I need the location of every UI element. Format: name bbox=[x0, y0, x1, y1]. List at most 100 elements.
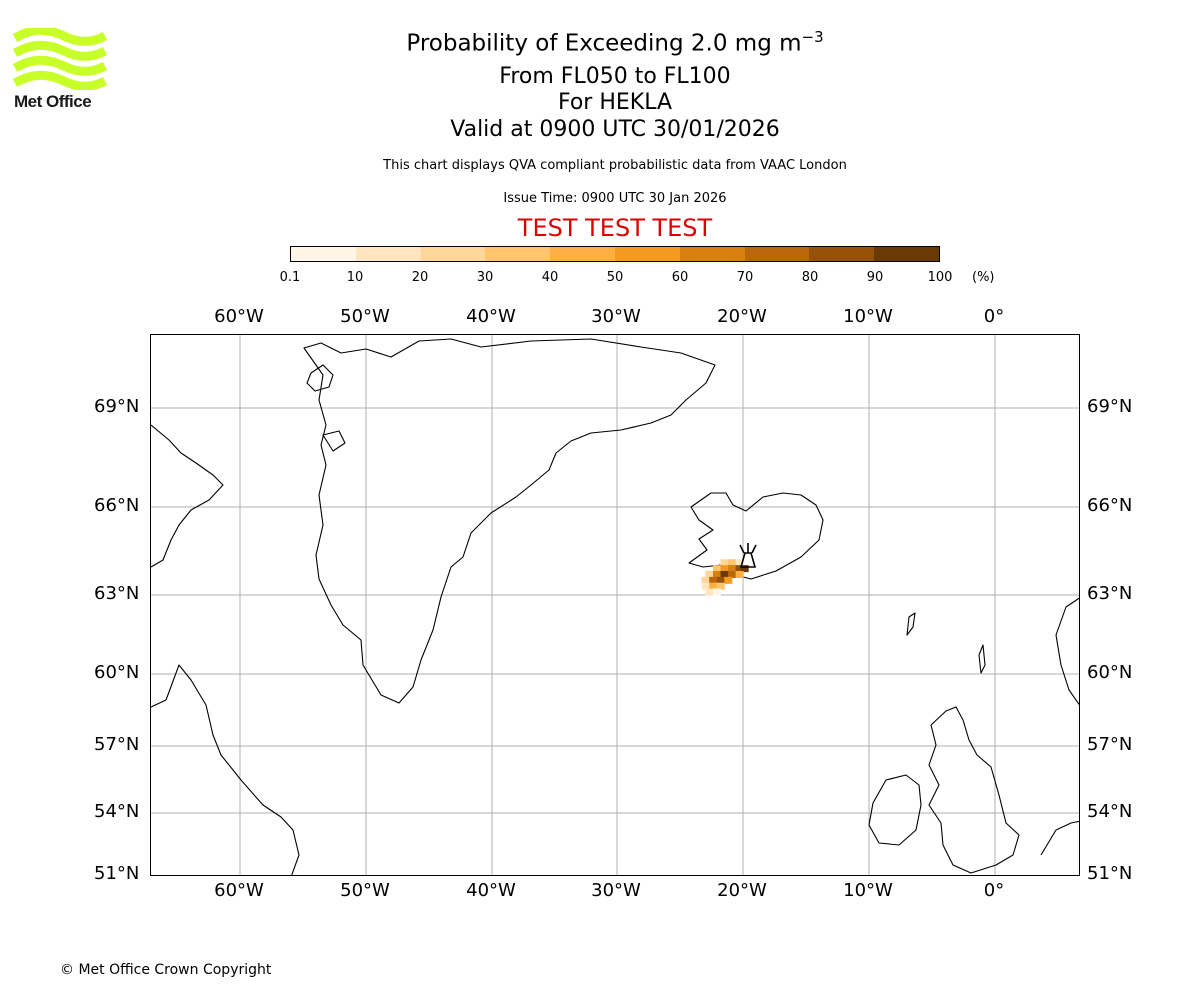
gridlines bbox=[151, 335, 1079, 875]
colorbar-segment bbox=[679, 247, 745, 261]
plume-cell bbox=[735, 565, 744, 573]
latitude-label: 54°N bbox=[94, 801, 140, 822]
plume-cell bbox=[720, 559, 729, 567]
colorbar-tick-label: 100 bbox=[927, 270, 953, 285]
longitude-label: 30°W bbox=[591, 880, 641, 901]
coast-greenland bbox=[303, 338, 716, 704]
longitude-label: 40°W bbox=[466, 880, 516, 901]
colorbar-tick-label: 0.1 bbox=[279, 270, 301, 285]
coast-shetland bbox=[978, 644, 986, 674]
coastlines bbox=[151, 338, 1079, 875]
issue-time: Issue Time: 0900 UTC 30 Jan 2026 bbox=[503, 191, 727, 206]
longitude-label: 10°W bbox=[843, 880, 893, 901]
latitude-label: 63°N bbox=[94, 583, 140, 604]
longitude-label: 20°W bbox=[717, 880, 767, 901]
coast-europe bbox=[1040, 820, 1079, 856]
longitude-label: 30°W bbox=[591, 306, 641, 327]
plume-cell bbox=[716, 582, 725, 590]
colorbar-tick-label: 50 bbox=[606, 270, 624, 285]
coast-ireland bbox=[868, 774, 922, 846]
latitude-label: 63°N bbox=[1087, 583, 1133, 604]
latitude-label: 51°N bbox=[94, 863, 140, 884]
colorbar-tick-label: 40 bbox=[541, 270, 559, 285]
longitude-label: 50°W bbox=[340, 306, 390, 327]
plume-cell bbox=[712, 565, 721, 573]
flight-levels: From FL050 to FL100 bbox=[499, 64, 731, 89]
plume-cell bbox=[701, 582, 710, 590]
longitude-label: 0° bbox=[983, 880, 1005, 901]
coast-disko bbox=[322, 430, 346, 452]
coast-scotland bbox=[928, 706, 1020, 874]
colorbar-unit: (%) bbox=[972, 270, 995, 285]
plume-cell bbox=[720, 570, 729, 578]
test-banner: TEST TEST TEST bbox=[517, 214, 713, 242]
volcano-marker-icon bbox=[739, 543, 757, 568]
plume-cell bbox=[728, 565, 737, 573]
logo-waves-icon bbox=[12, 25, 108, 91]
colorbar-segment bbox=[355, 247, 421, 261]
plume-cell bbox=[724, 576, 733, 584]
longitude-label: 60°W bbox=[214, 880, 264, 901]
chart-description: This chart displays QVA compliant probab… bbox=[383, 158, 847, 173]
colorbar-tick-label: 70 bbox=[736, 270, 754, 285]
colorbar-segment bbox=[420, 247, 486, 261]
latitude-label: 60°N bbox=[94, 662, 140, 683]
map-panel bbox=[150, 334, 1080, 876]
latitude-label: 60°N bbox=[1087, 662, 1133, 683]
plume-cell bbox=[720, 565, 729, 573]
copyright: © Met Office Crown Copyright bbox=[60, 962, 272, 978]
colorbar-tick-label: 80 bbox=[801, 270, 819, 285]
plume-cell bbox=[728, 559, 737, 567]
coast-norway bbox=[1055, 597, 1079, 706]
coast-baffin bbox=[151, 424, 224, 568]
colorbar-segment bbox=[614, 247, 680, 261]
longitude-label: 10°W bbox=[843, 306, 893, 327]
plume-cell bbox=[735, 559, 744, 567]
plume-cell bbox=[705, 570, 714, 578]
logo-text: Met Office bbox=[14, 92, 92, 111]
plume-cell bbox=[728, 570, 737, 578]
met-office-logo bbox=[12, 25, 112, 118]
plume-cell bbox=[701, 576, 710, 584]
latitude-label: 54°N bbox=[1087, 801, 1133, 822]
latitude-label: 57°N bbox=[94, 734, 140, 755]
latitude-label: 69°N bbox=[94, 396, 140, 417]
longitude-label: 0° bbox=[983, 306, 1005, 327]
coast-greenland-island bbox=[306, 364, 334, 392]
colorbar-segment bbox=[874, 247, 939, 261]
latitude-label: 51°N bbox=[1087, 863, 1133, 884]
longitude-label: 40°W bbox=[466, 306, 516, 327]
chart-title: Probability of Exceeding 2.0 mg m−3 bbox=[406, 28, 824, 57]
colorbar-tick-label: 90 bbox=[866, 270, 884, 285]
plume-cell bbox=[709, 582, 718, 590]
coast-faroe bbox=[906, 612, 916, 636]
colorbar-segment bbox=[485, 247, 551, 261]
colorbar-segment bbox=[744, 247, 810, 261]
latitude-label: 66°N bbox=[94, 495, 140, 516]
colorbar-segment bbox=[809, 247, 875, 261]
map-canvas bbox=[151, 335, 1079, 875]
ash-probability-plume bbox=[701, 559, 749, 596]
colorbar-tick-label: 60 bbox=[671, 270, 689, 285]
plume-cell bbox=[705, 588, 714, 596]
colorbar-tick-label: 10 bbox=[346, 270, 364, 285]
plume-cell bbox=[712, 588, 721, 596]
plume-cell bbox=[735, 570, 744, 578]
plume-cell bbox=[716, 576, 725, 584]
plume-cell bbox=[740, 565, 749, 573]
colorbar-segment bbox=[291, 247, 356, 261]
longitude-label: 50°W bbox=[340, 880, 390, 901]
plume-cell bbox=[709, 576, 718, 584]
coast-labrador bbox=[151, 664, 300, 875]
latitude-label: 69°N bbox=[1087, 396, 1133, 417]
latitude-label: 57°N bbox=[1087, 734, 1133, 755]
plume-cell bbox=[712, 570, 721, 578]
volcano-name: For HEKLA bbox=[557, 90, 673, 115]
coast-iceland bbox=[688, 492, 824, 580]
latitude-label: 66°N bbox=[1087, 495, 1133, 516]
valid-time: Valid at 0900 UTC 30/01/2026 bbox=[450, 117, 780, 142]
probability-colorbar bbox=[290, 246, 940, 262]
longitude-label: 20°W bbox=[717, 306, 767, 327]
longitude-label: 60°W bbox=[214, 306, 264, 327]
colorbar-segment bbox=[550, 247, 615, 261]
